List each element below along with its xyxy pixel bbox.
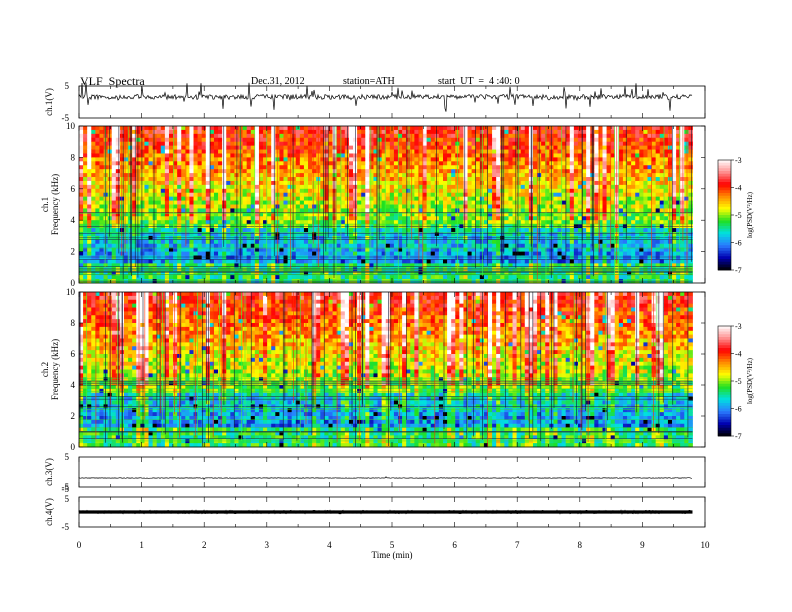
start-time-label: start UT = 4 :40: 0 (438, 76, 520, 87)
ch1-wave-ytick-label: 5 (65, 81, 70, 91)
x-tick-label: 9 (640, 540, 645, 550)
x-tick-label: 10 (701, 540, 711, 550)
ch1-wave-ytick-label: -5 (62, 113, 70, 123)
colorbar-ch1-tick-label: -6 (735, 239, 742, 248)
ch1-spec-ylabel-freq: Frequency (kHz) (50, 174, 60, 235)
ch2-spec-image (79, 292, 693, 448)
colorbar-ch2-tick-label: -5 (735, 377, 742, 386)
colorbar-ch1-tick-label: -7 (735, 266, 742, 275)
colorbar-ch1-tick-label: -4 (735, 184, 742, 193)
ch1-spec-ytick-label: 8 (71, 152, 76, 162)
ch2-spec-ylabel: ch.2 (40, 362, 50, 377)
ch1-spec-ytick-label: 10 (66, 121, 76, 131)
ch1-spec-ytick-label: 2 (71, 247, 76, 257)
ch3-wave-trace (78, 476, 693, 480)
ch2-spec-ytick-label: 2 (71, 411, 76, 421)
x-axis-label: Time (min) (372, 550, 413, 560)
ch4-wave-ytick-label: 5 (65, 494, 70, 504)
ch4-wave-ylabel: ch.4(V) (44, 498, 54, 526)
ch4-wave-ytick-label: -5 (62, 484, 70, 494)
colorbar-ch2-label: log(PSD(V²/Hz) (746, 357, 754, 404)
x-tick-label: 1 (139, 540, 144, 550)
ch3-wave-ytick-label: 5 (65, 452, 70, 462)
date-label: Dec.31, 2012 (251, 76, 305, 87)
figure-title: VLF Spectra (80, 74, 145, 88)
colorbar-ch1-label: log(PSD(V²/Hz) (746, 191, 754, 238)
ch1-spec-ytick-label: 4 (71, 215, 76, 225)
x-tick-label: 3 (265, 540, 270, 550)
ch3-wave-ylabel: ch.3(V) (44, 458, 54, 486)
colorbar-ch2-tick-label: -4 (735, 350, 742, 359)
ch1-spec-ytick-label: 6 (71, 184, 76, 194)
ch2-spec-ytick-label: 0 (71, 442, 76, 452)
colorbar-ch1-tick-label: -5 (735, 211, 742, 220)
colorbar-ch1-tick-label: -3 (735, 156, 742, 165)
ch2-spec-ytick-label: 4 (71, 380, 76, 390)
ch3-wave-ytick-label: -5 (62, 482, 70, 492)
x-tick-label: 7 (515, 540, 520, 550)
x-tick-label: 0 (77, 540, 82, 550)
ch2-spec-ylabel-freq: Frequency (kHz) (50, 339, 60, 400)
ch1-wave-trace (78, 82, 693, 112)
ch1-spec-ytick-label: 0 (71, 278, 76, 288)
x-tick-label: 5 (390, 540, 395, 550)
ch2-spec-ytick-label: 6 (71, 349, 76, 359)
colorbar-ch2-tick-label: -7 (735, 432, 742, 441)
ch2-spec-ytick-label: 10 (66, 287, 76, 297)
x-tick-label: 2 (202, 540, 207, 550)
ch1-spec-ylabel: ch.1 (40, 197, 50, 212)
x-tick-label: 8 (578, 540, 583, 550)
station-label: station=ATH (343, 76, 395, 87)
x-tick-label: 6 (452, 540, 457, 550)
ch1-wave-ylabel: ch.1(V) (44, 88, 54, 116)
ch2-spec-ytick-label: 8 (71, 318, 76, 328)
x-tick-label: 4 (327, 540, 332, 550)
ch4-wave-ytick-label: -5 (62, 522, 70, 532)
colorbar-ch2-tick-label: -3 (735, 322, 742, 331)
ch1-spec-image (79, 126, 693, 284)
colorbar-ch2-tick-label: -6 (735, 405, 742, 414)
